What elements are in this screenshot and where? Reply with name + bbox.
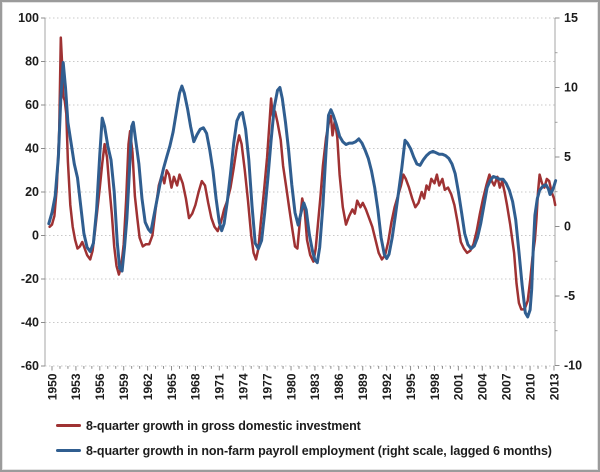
- series-investment-line: [48, 36, 557, 311]
- x-tick-label: 2001: [452, 373, 466, 400]
- x-axis: 1950 1953 1956 1959 1962 1965 1968 1971 1974 1977…: [45, 366, 561, 400]
- legend: 8-quarter growth in gross domestic inves…: [56, 415, 552, 461]
- legend-label-investment: 8-quarter growth in gross domestic inves…: [86, 418, 361, 433]
- x-tick-label: 1950: [45, 373, 59, 400]
- y-axis-left: 100 80 60 40 20 0 -20 -40 -60: [18, 11, 45, 373]
- y-right-tick-label: 5: [564, 150, 571, 164]
- y-left-tick-label: -20: [21, 272, 39, 286]
- y-left-tick-label: 0: [32, 229, 39, 243]
- y-left-tick-label: -40: [21, 316, 39, 330]
- x-tick-label: 1995: [404, 373, 418, 400]
- x-tick-label: 1992: [380, 373, 394, 400]
- y-left-tick-label: 80: [25, 55, 39, 69]
- y-right-tick-label: 10: [564, 81, 578, 95]
- x-tick-label: 1983: [308, 373, 322, 400]
- x-tick-label: 2004: [476, 373, 490, 400]
- investment-line-swatch: [56, 423, 81, 428]
- y-left-tick-label: -60: [21, 359, 39, 373]
- y-left-tick-label: 40: [25, 142, 39, 156]
- x-tick-label: 1965: [165, 373, 179, 400]
- x-tick-label: 1977: [260, 373, 274, 400]
- y-right-tick-label: -5: [564, 289, 575, 303]
- y-left-tick-label: 100: [18, 11, 39, 25]
- legend-item-investment: 8-quarter growth in gross domestic inves…: [56, 415, 552, 436]
- x-tick-label: 2007: [499, 373, 513, 400]
- x-tick-label: 1959: [117, 373, 131, 400]
- y-axis-right: 15 10 5 0 -5 -10: [555, 11, 582, 373]
- y-right-tick-label: -10: [564, 359, 582, 373]
- legend-label-payroll: 8-quarter growth in non-farm payroll emp…: [86, 443, 552, 458]
- x-tick-label: 1953: [69, 373, 83, 400]
- y-left-tick-label: 60: [25, 98, 39, 112]
- x-tick-label: 1998: [428, 373, 442, 400]
- x-tick-label: 2013: [547, 373, 561, 400]
- legend-item-payroll: 8-quarter growth in non-farm payroll emp…: [56, 440, 552, 461]
- x-tick-label: 1974: [237, 373, 251, 400]
- x-tick-label: 1971: [213, 373, 227, 400]
- x-tick-label: 1986: [332, 373, 346, 400]
- series-payroll-line: [47, 61, 558, 319]
- payroll-line-swatch: [56, 448, 81, 453]
- y-right-tick-label: 0: [564, 220, 571, 234]
- x-tick-label: 1968: [189, 373, 203, 400]
- gridlines: [45, 17, 555, 367]
- x-tick-label: 1989: [356, 373, 370, 400]
- x-tick-label: 1962: [141, 373, 155, 400]
- x-tick-label: 1980: [284, 373, 298, 400]
- y-right-tick-label: 15: [564, 11, 578, 25]
- y-left-tick-label: 20: [25, 185, 39, 199]
- x-tick-label: 2010: [523, 373, 537, 400]
- x-tick-label: 1956: [93, 373, 107, 400]
